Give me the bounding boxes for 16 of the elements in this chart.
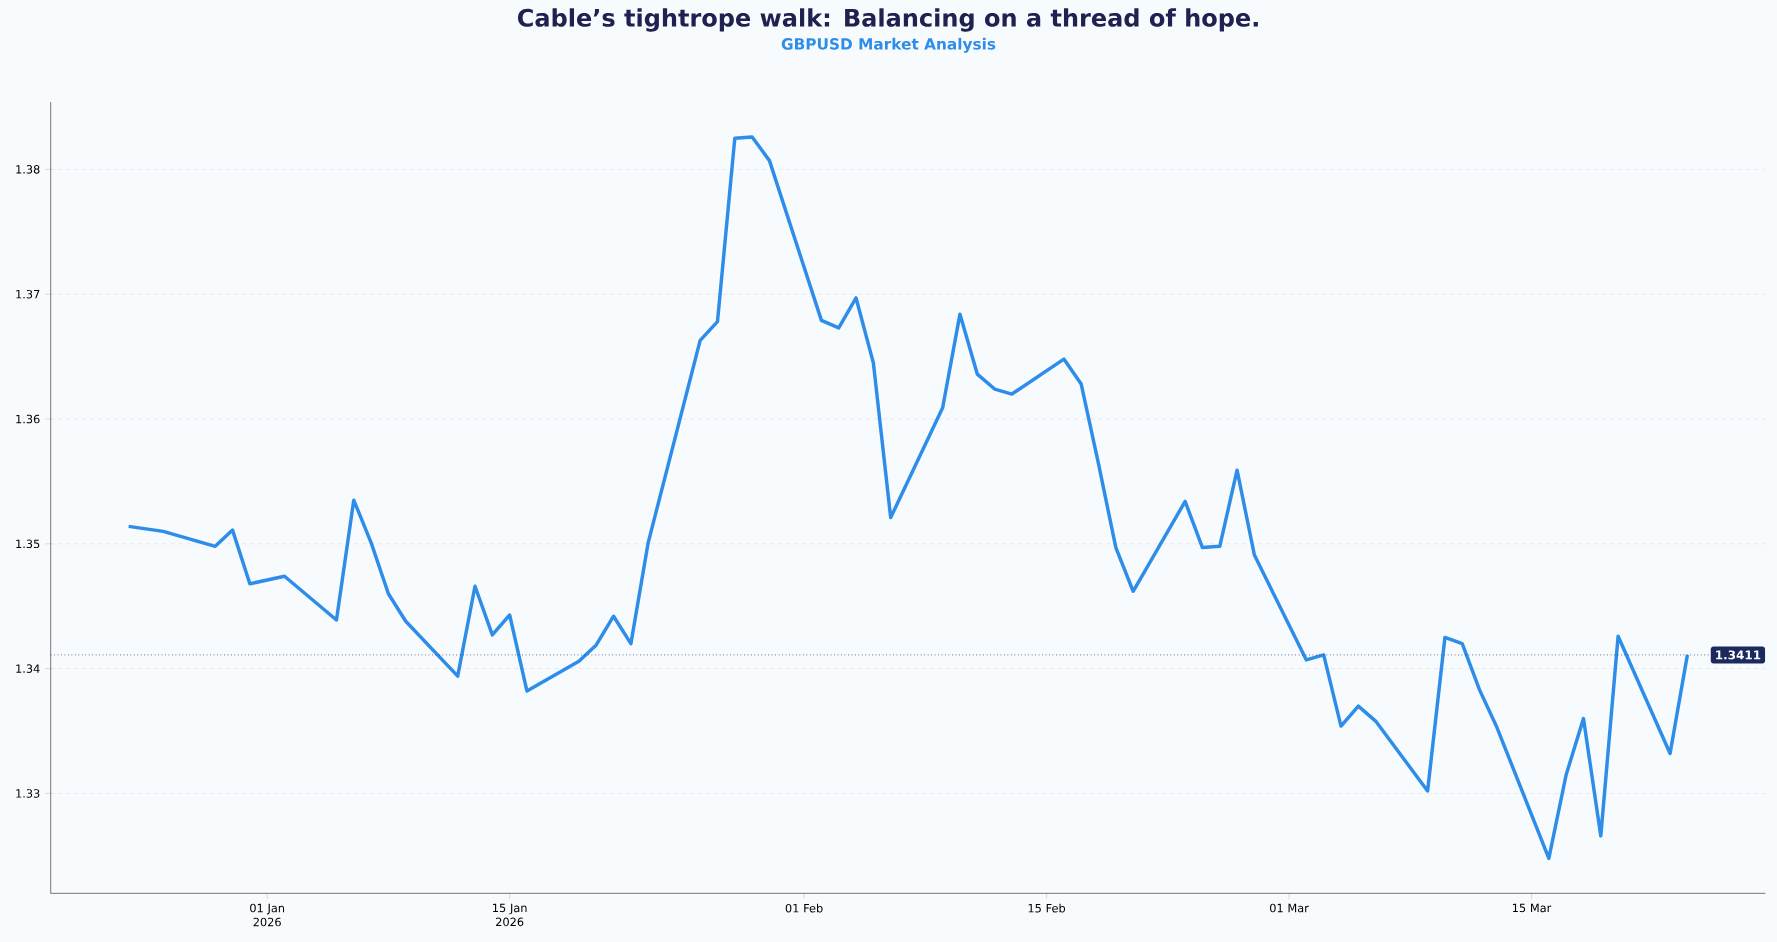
x-tick-label: 01 Mar [1270, 903, 1309, 913]
x-tick-label: 15 Mar [1512, 903, 1552, 913]
y-tick-label: 1.37 [16, 289, 40, 299]
y-tick-label: 1.36 [16, 414, 40, 424]
line-series [126, 135, 1690, 861]
y-tick-label: 1.35 [16, 539, 40, 549]
y-tick-label: 1.38 [16, 165, 40, 174]
x-tick-label: 15 Jan 2026 [493, 903, 527, 927]
ref-line-label: 1.3411 [1716, 650, 1761, 660]
y-tick-label: 1.33 [16, 789, 40, 798]
x-tick-label: 15 Feb [1028, 903, 1066, 913]
chart-subtitle: GBPUSD Market Analysis [781, 37, 996, 53]
x-tick-label: 01 Jan 2026 [250, 903, 285, 927]
x-tick-label: 01 Feb [785, 903, 823, 913]
chart-title: Cable’s tightrope walk: Balancing on a thread of hope. [517, 8, 1258, 32]
y-tick-label: 1.34 [16, 664, 40, 673]
